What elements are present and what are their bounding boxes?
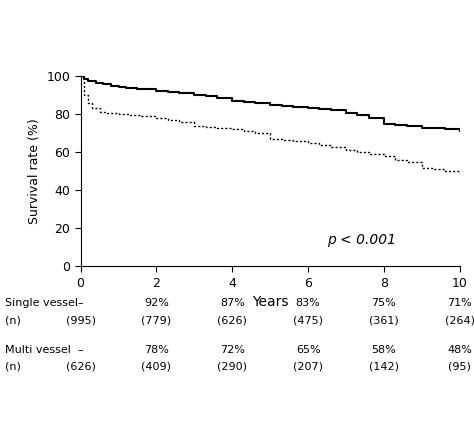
Text: 58%: 58% — [372, 345, 396, 355]
Text: (95): (95) — [448, 362, 471, 372]
Text: (207): (207) — [293, 362, 323, 372]
Text: Single vessel: Single vessel — [5, 298, 78, 308]
Text: –: – — [78, 345, 83, 355]
Text: Multi vessel: Multi vessel — [5, 345, 71, 355]
Text: (361): (361) — [369, 315, 399, 325]
Y-axis label: Survival rate (%): Survival rate (%) — [28, 118, 41, 224]
Text: 71%: 71% — [447, 298, 472, 308]
Text: (626): (626) — [217, 315, 247, 325]
Text: 72%: 72% — [220, 345, 245, 355]
Text: (779): (779) — [141, 315, 172, 325]
Text: 48%: 48% — [447, 345, 472, 355]
Text: (995): (995) — [65, 315, 96, 325]
Text: (409): (409) — [141, 362, 172, 372]
Text: (475): (475) — [293, 315, 323, 325]
Text: p < 0.001: p < 0.001 — [327, 233, 396, 247]
Text: –: – — [78, 298, 83, 308]
Text: (142): (142) — [369, 362, 399, 372]
Text: 78%: 78% — [144, 345, 169, 355]
Text: (n): (n) — [5, 362, 20, 372]
X-axis label: Years: Years — [252, 295, 289, 310]
Text: (264): (264) — [445, 315, 474, 325]
Text: 65%: 65% — [296, 345, 320, 355]
Text: (n): (n) — [5, 315, 20, 325]
Text: 83%: 83% — [296, 298, 320, 308]
Text: 92%: 92% — [144, 298, 169, 308]
Text: (290): (290) — [217, 362, 247, 372]
Text: 75%: 75% — [372, 298, 396, 308]
Text: (626): (626) — [65, 362, 96, 372]
Text: 87%: 87% — [220, 298, 245, 308]
